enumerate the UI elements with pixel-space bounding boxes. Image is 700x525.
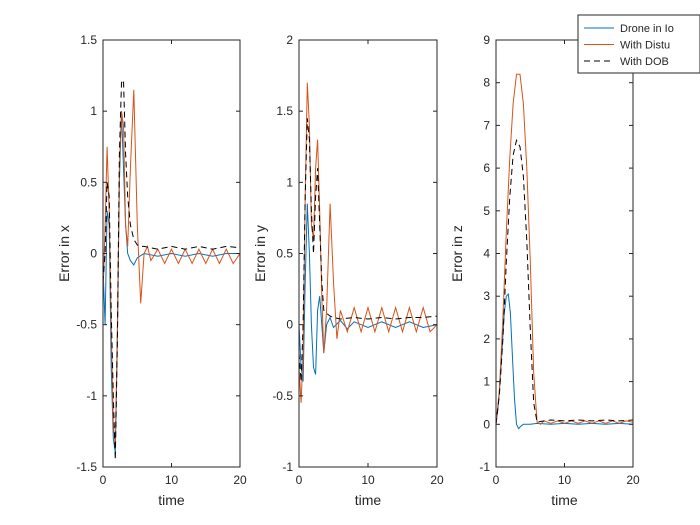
x-tick-label: 10: [558, 473, 572, 487]
x-tick-label: 20: [430, 473, 444, 487]
x-axis-label: time: [158, 492, 185, 508]
y-axis-label: Error in y: [252, 225, 268, 282]
y-tick-label: 8: [483, 76, 490, 90]
y-tick-label: 9: [483, 33, 490, 47]
y-tick-label: -1: [282, 460, 293, 474]
y-tick-label: -1.5: [76, 460, 97, 474]
y-tick-label: 0: [90, 247, 97, 261]
axes-box: [495, 39, 634, 468]
legend-entry-2: With Distu: [620, 40, 670, 52]
legend-entry-1: Drone in Io: [620, 23, 674, 35]
x-tick-label: 0: [493, 473, 500, 487]
y-tick-label: 0.5: [276, 247, 293, 261]
series-line-3-subplot-1: [103, 78, 240, 460]
series-line-3-subplot-3: [496, 138, 633, 425]
x-tick-label: 20: [233, 473, 247, 487]
y-tick-label: 1.5: [276, 104, 293, 118]
legend-entry-3: With DOB: [620, 56, 669, 68]
y-tick-label: 1: [90, 104, 97, 118]
series-line-2-subplot-2: [299, 82, 437, 403]
y-tick-label: 4: [483, 247, 490, 261]
x-tick-label: 20: [626, 473, 640, 487]
x-tick-label: 0: [100, 473, 107, 487]
series-line-1-subplot-1: [103, 111, 240, 453]
y-tick-label: 1: [483, 375, 490, 389]
y-tick-label: 1: [286, 175, 293, 189]
series-line-2-subplot-1: [103, 89, 240, 446]
series-line-3-subplot-2: [299, 118, 437, 382]
y-tick-label: -0.5: [76, 318, 97, 332]
x-tick-label: 0: [296, 473, 303, 487]
series-line-2-subplot-3: [496, 73, 633, 425]
y-tick-label: 0: [286, 318, 293, 332]
y-tick-label: 0.5: [80, 175, 97, 189]
legend: Drone in Io With Distu With DOB: [577, 14, 700, 74]
y-tick-label: 2: [483, 332, 490, 346]
y-tick-label: -1: [479, 460, 490, 474]
subplot-1: 0 10 20 -1.5 -1 -0.5 0 0.5 1 1.5 time Error in x: [56, 33, 247, 508]
y-tick-label: -1: [86, 389, 97, 403]
y-tick-label: 5: [483, 204, 490, 218]
x-tick-label: 10: [165, 473, 179, 487]
y-tick-label: -0.5: [272, 389, 293, 403]
y-tick-label: 2: [286, 33, 293, 47]
y-tick-label: 0: [483, 417, 490, 431]
y-tick-label: 3: [483, 289, 490, 303]
series-line-1-subplot-3: [496, 292, 633, 430]
y-axis-label: Error in x: [56, 225, 72, 282]
x-axis-label: time: [355, 492, 382, 508]
y-tick-label: 6: [483, 161, 490, 175]
y-axis-label: Error in z: [449, 225, 465, 282]
y-tick-label: 1.5: [80, 33, 97, 47]
x-tick-label: 10: [361, 473, 375, 487]
axes-box: [298, 39, 438, 468]
x-axis-label: time: [551, 492, 578, 508]
subplot-2: 0 10 20 -1 -0.5 0 0.5 1 1.5 2 time Error in y: [252, 33, 444, 508]
y-tick-label: 7: [483, 118, 490, 132]
